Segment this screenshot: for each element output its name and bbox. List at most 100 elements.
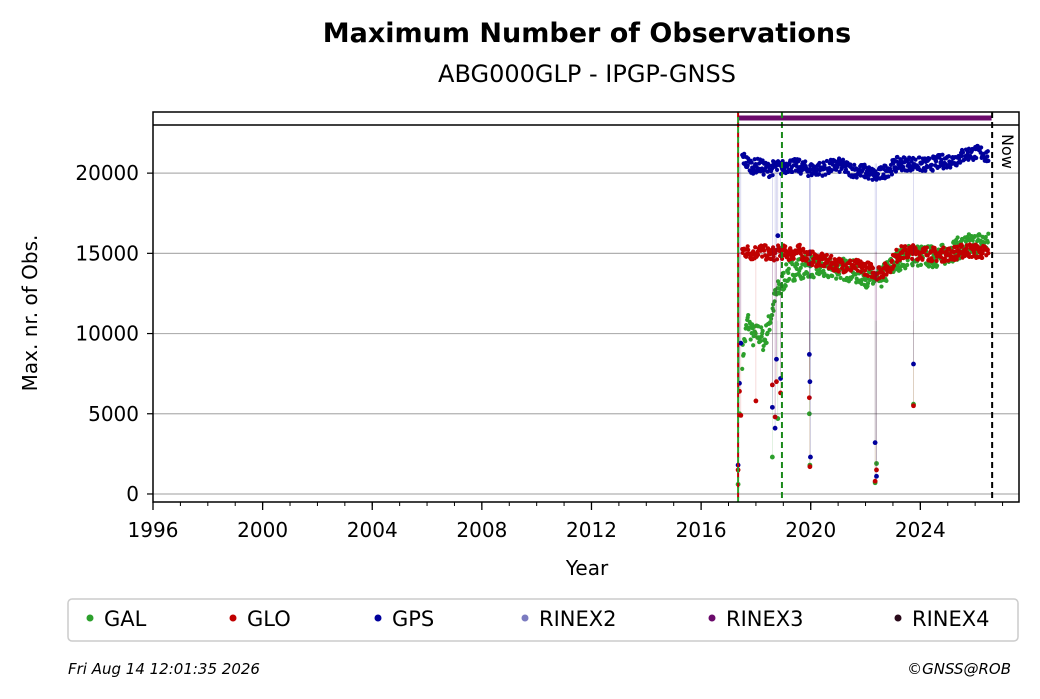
x-tick-label-2016: 2016: [676, 518, 727, 542]
point-glo: [913, 246, 918, 251]
point-glo: [824, 252, 829, 258]
point-glo: [835, 263, 840, 268]
point-gps: [946, 154, 951, 159]
point-gal: [879, 284, 884, 289]
point-gps: [760, 158, 765, 163]
legend-label-gal: GAL: [104, 607, 147, 631]
point-gps: [979, 145, 984, 150]
point-gal: [741, 351, 746, 357]
point-glo: [797, 242, 802, 247]
point-gal: [790, 262, 795, 267]
point-gal: [746, 312, 751, 318]
point-gps: [858, 173, 863, 178]
point-glo: [745, 244, 750, 249]
point-glo: [889, 258, 895, 263]
point-gal: [761, 347, 766, 353]
point-gal: [772, 299, 777, 304]
series-glo: [735, 242, 991, 484]
point-gal: [986, 231, 991, 236]
point-gal: [769, 316, 774, 321]
point-glo: [862, 268, 868, 273]
point-gps: [822, 163, 827, 168]
point-gps: [985, 154, 990, 159]
point-gal: [753, 331, 758, 336]
legend-marker-rinex4: [894, 614, 902, 622]
point-glo: [870, 266, 876, 271]
point-glo: [859, 269, 864, 274]
x-tick-label-2008: 2008: [456, 518, 507, 542]
point-gps: [806, 173, 811, 179]
point-gal: [985, 240, 990, 245]
point-gps: [790, 169, 795, 175]
point-gal: [822, 271, 827, 276]
x-tick-label-2024: 2024: [895, 518, 946, 542]
point-glo: [756, 252, 761, 257]
point-glo: [910, 256, 915, 262]
point-glo: [840, 260, 845, 265]
point-gal: [760, 328, 765, 334]
point-glo: [848, 258, 853, 263]
footer-timestamp: Fri Aug 14 12:01:35 2026: [68, 660, 260, 678]
point-gal: [743, 339, 748, 344]
outlier-point-gps: [872, 440, 878, 446]
point-gal: [783, 283, 788, 288]
point-glo: [763, 243, 768, 248]
outlier-point-glo: [911, 403, 916, 409]
point-gps: [974, 155, 979, 161]
point-gal: [784, 262, 789, 267]
point-gal: [884, 278, 889, 283]
marker-layer: [737, 112, 994, 502]
point-gps: [933, 159, 939, 164]
outlier-point-gps: [775, 233, 781, 239]
y-tick-label-20000: 20000: [75, 161, 139, 185]
point-glo: [906, 255, 911, 260]
point-gps: [829, 167, 834, 173]
point-gal: [838, 275, 843, 280]
point-gps: [923, 168, 928, 173]
point-glo: [753, 245, 758, 250]
point-glo: [805, 256, 810, 261]
point-gps: [797, 157, 802, 162]
legend-marker-glo: [229, 614, 237, 622]
point-glo: [783, 244, 788, 249]
point-gal: [777, 291, 782, 296]
point-gps: [901, 164, 906, 170]
point-gal: [740, 366, 745, 371]
point-glo: [947, 246, 952, 251]
point-glo: [985, 247, 990, 252]
point-gps: [824, 158, 829, 164]
point-gal: [910, 263, 915, 268]
point-gal: [751, 343, 756, 348]
x-tick-label-2004: 2004: [347, 518, 398, 542]
point-gps: [866, 176, 871, 181]
point-glo: [934, 258, 939, 263]
y-axis-label: Max. nr. of Obs.: [18, 235, 42, 392]
point-gal: [853, 272, 858, 277]
point-gps: [816, 171, 822, 177]
point-glo: [832, 257, 837, 262]
point-gal: [765, 330, 770, 335]
point-gps: [913, 157, 918, 162]
chart-title: Maximum Number of Observations: [323, 18, 851, 49]
point-gps: [774, 167, 780, 172]
y-tick-label-0: 0: [126, 482, 139, 506]
outlier-point-gps: [738, 340, 744, 346]
point-gal: [934, 263, 940, 268]
outlier-point-glo: [738, 412, 744, 418]
legend-marker-rinex3: [708, 614, 716, 622]
point-gal: [903, 266, 908, 271]
legend-marker-gps: [374, 614, 382, 622]
point-glo: [740, 250, 745, 256]
outlier-point-gal: [769, 454, 775, 460]
point-glo: [855, 268, 860, 273]
point-gps: [965, 150, 971, 156]
outlier-point-gal: [874, 461, 879, 466]
point-gal: [764, 340, 769, 345]
point-gal: [801, 275, 806, 281]
point-glo: [978, 247, 983, 252]
point-gps: [966, 146, 971, 151]
point-gal: [905, 262, 910, 268]
point-glo: [894, 247, 899, 253]
point-gal: [792, 278, 797, 283]
y-tick-label-5000: 5000: [88, 402, 139, 426]
